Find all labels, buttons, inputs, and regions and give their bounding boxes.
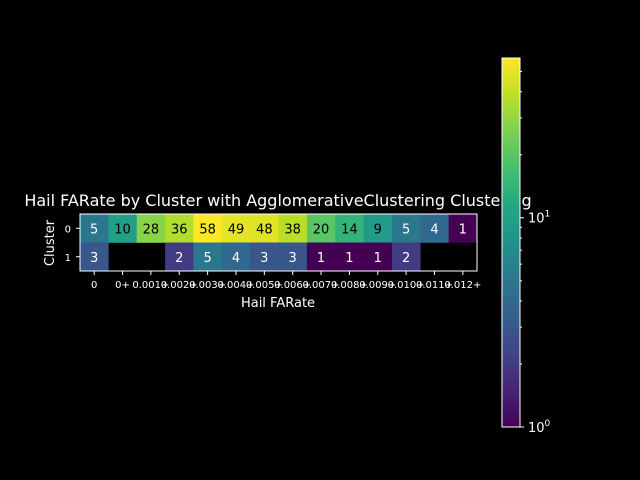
cell-value-label: 1 — [459, 222, 467, 237]
x-tick-label: 0.006+ — [274, 280, 311, 291]
x-tick-label: 0.007+ — [303, 280, 340, 291]
heatmap-cell — [165, 214, 194, 243]
x-tick-label: 0.010+ — [388, 280, 425, 291]
x-tick-label: 0.005+ — [246, 280, 283, 291]
heatmap-cell — [391, 214, 421, 243]
heatmap-cell — [391, 242, 421, 272]
colorbar-ticks: 100 101 — [520, 70, 551, 436]
cell-value-label: 4 — [232, 251, 240, 266]
cell-value-label: 36 — [171, 222, 188, 237]
cell-value-label: 20 — [313, 222, 330, 237]
cell-value-label: 5 — [203, 251, 211, 266]
x-axis-label: Hail FARate — [241, 296, 315, 311]
heatmap-cell — [306, 214, 336, 243]
heatmap-cell — [420, 214, 449, 243]
heatmap-cell — [80, 242, 109, 272]
cell-value-label: 9 — [374, 222, 382, 237]
y-axis-label: Cluster — [43, 219, 58, 266]
plot-frame — [79, 213, 478, 272]
x-tick-label: 0+ — [115, 280, 130, 291]
x-tick-label: 0.011+ — [416, 280, 453, 291]
cell-value-label: 3 — [260, 251, 268, 266]
heatmap-cells — [80, 214, 478, 272]
colorbar-tick-label: 101 — [528, 210, 550, 227]
cell-value-label: 14 — [341, 222, 358, 237]
x-tick-label: 0.008+ — [331, 280, 368, 291]
heatmap-cell — [448, 214, 478, 243]
cell-value-label: 2 — [175, 251, 183, 266]
cell-value-label: 38 — [284, 222, 301, 237]
cell-value-label: 3 — [90, 251, 98, 266]
heatmap-cell — [363, 214, 393, 243]
y-tick-label: 1 — [65, 253, 71, 264]
x-tick-label: 0.002+ — [161, 280, 198, 291]
colorbar-tick-label: 100 — [528, 419, 551, 436]
cell-value-label: 5 — [402, 222, 410, 237]
colorbar — [501, 57, 521, 428]
heatmap-cell — [193, 242, 223, 272]
heatmap-cell — [335, 242, 364, 272]
heatmap-cell — [165, 242, 194, 272]
heatmap-cell — [221, 242, 251, 272]
cell-value-label: 10 — [114, 222, 131, 237]
heatmap-cell-labels: 5 10 28 36 58 49 48 38 20 14 9 5 4 1 3 2 5 4 3 3 1 1 1 2 — [90, 222, 467, 266]
y-axis-ticks: 01 — [65, 224, 80, 264]
heatmap-cell — [250, 242, 279, 272]
x-tick-label: 0.004+ — [217, 280, 254, 291]
chart-title: Hail FARate by Cluster with Agglomerativ… — [24, 191, 531, 210]
cell-value-label: 2 — [402, 251, 410, 266]
heatmap-cell — [278, 242, 308, 272]
x-tick-label: 0 — [91, 280, 97, 291]
cell-value-label: 1 — [317, 251, 325, 266]
heatmap-cell — [136, 214, 166, 243]
x-tick-label: 0.012+ — [444, 280, 481, 291]
heatmap-cell — [306, 242, 336, 272]
heatmap-cell — [221, 214, 251, 243]
cell-value-label: 5 — [90, 222, 98, 237]
heatmap-cell — [250, 214, 279, 243]
heatmap-cell — [278, 214, 308, 243]
x-tick-label: 0.003+ — [189, 280, 226, 291]
cell-value-label: 1 — [374, 251, 382, 266]
x-axis-ticks: 0 0+ 0.001+0.002+0.003+0.004+0.005+0.006+0… — [91, 271, 481, 291]
x-tick-label: 0.001+ — [132, 280, 169, 291]
heatmap-cell — [335, 214, 364, 243]
x-tick-label: 0.009+ — [359, 280, 396, 291]
cell-value-label: 28 — [143, 222, 160, 237]
cell-value-label: 3 — [289, 251, 297, 266]
cell-value-label: 49 — [228, 222, 245, 237]
cell-value-label: 1 — [345, 251, 353, 266]
heatmap-cell — [363, 242, 393, 272]
heatmap-cell — [108, 214, 138, 243]
heatmap-cell — [80, 214, 109, 243]
cell-value-label: 4 — [430, 222, 438, 237]
heatmap-cell — [193, 214, 223, 243]
cell-value-label: 48 — [256, 222, 273, 237]
cell-value-label: 58 — [199, 222, 216, 237]
y-tick-label: 0 — [65, 224, 71, 235]
